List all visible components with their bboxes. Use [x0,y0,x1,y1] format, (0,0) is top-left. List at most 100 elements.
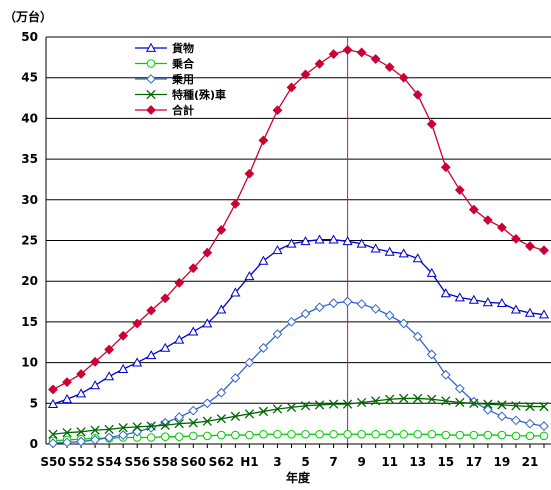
data-point [328,298,339,309]
data-point [202,398,213,409]
data-point [483,430,493,440]
data-point [314,302,325,313]
data-point [356,299,367,309]
data-point [384,62,395,73]
x-tick-label: 19 [494,455,511,469]
data-point [258,255,269,265]
legend-item-1: 乗合 [135,57,195,71]
data-point [469,398,479,408]
x-tick-label: S60 [181,455,206,469]
legend-label: 貨物 [172,41,194,55]
data-point [132,318,143,329]
series-group [47,45,550,449]
y-tick-label: 30 [21,193,38,207]
data-point [244,168,255,179]
data-point [258,343,269,353]
data-point [174,277,185,288]
data-point [384,246,395,256]
data-point [90,356,101,367]
data-point [413,429,423,439]
legend-label: 特種(殊)車 [172,88,226,102]
x-tick-label: S58 [153,455,178,469]
series-3 [48,393,549,439]
data-point [496,297,507,308]
data-point [441,396,451,406]
data-point [118,363,129,373]
data-point [539,421,549,431]
data-point [286,238,297,248]
data-point [440,369,451,380]
data-point [497,400,507,410]
data-point [230,411,241,421]
data-point [216,387,227,398]
data-point [328,234,339,244]
data-point [146,422,157,433]
x-tick-label: 5 [301,455,309,469]
data-point [370,303,381,314]
x-tick-label: 7 [329,455,337,469]
x-tick-label: S50 [40,455,65,469]
y-tick-label: 0 [30,437,38,451]
x-tick-label: 15 [437,455,454,469]
data-point [511,415,521,426]
data-point [497,430,507,440]
data-point [160,342,171,352]
data-point [48,438,58,449]
data-point [314,58,325,69]
series-line-3 [52,397,544,435]
data-point [412,331,423,342]
y-tick-label: 40 [21,111,38,125]
data-point [342,236,353,246]
data-point [412,253,423,263]
data-point [174,334,185,344]
data-point [286,82,297,93]
y-tick-label: 5 [30,396,38,410]
data-point [455,430,465,440]
data-point [189,431,198,441]
data-point [76,436,86,447]
y-unit-label: （万台） [4,9,52,24]
data-point [230,198,241,209]
data-point [230,373,241,383]
data-point [62,437,72,448]
legend-marker [146,105,156,115]
data-point [61,394,73,404]
data-point [427,429,437,439]
data-point [146,421,156,431]
data-point [356,47,367,58]
legend-label: 合計 [172,103,194,117]
x-tick-label: 9 [357,455,365,469]
data-point [300,69,311,80]
data-point [370,396,381,406]
data-point [413,393,423,404]
data-point [454,383,465,394]
data-point [216,304,227,314]
data-point [76,369,86,379]
data-point [482,297,493,307]
data-point [538,309,550,319]
data-point [371,429,380,439]
data-point [329,429,338,439]
data-point [398,72,409,83]
data-point [160,417,171,428]
data-point [315,429,324,439]
data-point [370,243,381,253]
data-point [511,431,521,441]
x-tick-label: 21 [522,455,539,469]
data-point [146,433,156,442]
data-point [314,400,325,410]
data-point [314,234,325,244]
grid-lines [46,36,551,404]
data-point [469,430,479,440]
data-point [272,245,283,255]
data-point [328,399,339,409]
data-point [244,409,255,419]
data-point [202,318,213,328]
data-point [454,292,465,302]
data-point [272,105,283,116]
x-tick-label: S56 [125,455,150,469]
data-point [286,316,297,327]
data-point [440,288,451,298]
data-point [286,402,297,413]
